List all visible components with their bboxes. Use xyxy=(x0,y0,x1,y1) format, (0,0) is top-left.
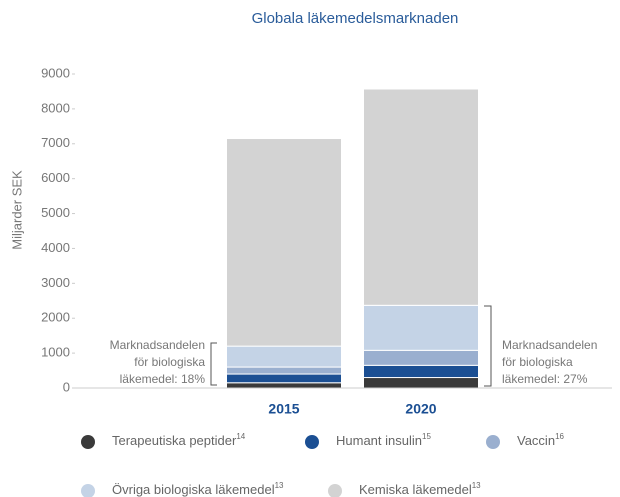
annotation: Marknadsandelen xyxy=(110,338,205,352)
y-tick-label: 0 xyxy=(63,379,70,394)
y-tick-label: 5000 xyxy=(41,205,70,220)
legend-label: Övriga biologiska läkemedel13 xyxy=(112,481,284,497)
annotation: läkemedel: 27% xyxy=(502,372,588,386)
bar-segment xyxy=(226,366,342,375)
legend-footnote: 13 xyxy=(275,481,284,490)
annotation: för biologiska xyxy=(134,355,205,369)
annotation: för biologiska xyxy=(502,355,573,369)
legend-name: Övriga biologiska läkemedel xyxy=(112,482,275,497)
bar-segment xyxy=(226,373,342,384)
y-tick-label: 8000 xyxy=(41,100,70,115)
bar-segment xyxy=(226,138,342,347)
bar-segment xyxy=(363,304,479,351)
y-tick-label: 6000 xyxy=(41,170,70,185)
bar-segment xyxy=(363,349,479,366)
chart-title: Globala läkemedelsmarknaden xyxy=(252,10,459,27)
legend-label: Terapeutiska peptider14 xyxy=(112,432,246,448)
bracket xyxy=(210,342,217,386)
legend-label: Vaccin16 xyxy=(517,432,565,448)
y-tick-label: 9000 xyxy=(41,65,70,80)
y-axis-label: Miljarder SEK xyxy=(9,170,24,250)
legend-footnote: 15 xyxy=(422,432,431,441)
legend-name: Vaccin xyxy=(517,433,555,448)
y-tick-label: 4000 xyxy=(41,240,70,255)
x-tick-label: 2020 xyxy=(405,401,436,417)
legend-marker xyxy=(305,435,319,449)
legend-marker xyxy=(328,484,342,497)
y-tick-label: 3000 xyxy=(41,275,70,290)
bar-segment xyxy=(363,88,479,306)
y-tick-label: 1000 xyxy=(41,345,70,360)
bar-segment xyxy=(226,345,342,368)
legend-name: Kemiska läkemedel xyxy=(359,482,472,497)
bar-segment xyxy=(363,377,479,389)
legend-footnote: 16 xyxy=(555,432,564,441)
legend-label: Humant insulin15 xyxy=(336,432,431,448)
legend-name: Terapeutiska peptider xyxy=(112,433,237,448)
legend-name: Humant insulin xyxy=(336,433,422,448)
annotation: läkemedel: 18% xyxy=(120,372,206,386)
legend-marker xyxy=(81,484,95,497)
bracket xyxy=(484,305,492,387)
legend-marker xyxy=(486,435,500,449)
annotation: Marknadsandelen xyxy=(502,338,597,352)
y-tick-label: 2000 xyxy=(41,310,70,325)
legend-label: Kemiska läkemedel13 xyxy=(359,481,481,497)
bar-segment xyxy=(226,382,342,389)
legend-marker xyxy=(81,435,95,449)
bar-segment xyxy=(363,364,479,379)
x-tick-label: 2015 xyxy=(268,401,299,417)
y-tick-label: 7000 xyxy=(41,135,70,150)
legend-footnote: 14 xyxy=(236,432,245,441)
legend-footnote: 13 xyxy=(472,481,481,490)
